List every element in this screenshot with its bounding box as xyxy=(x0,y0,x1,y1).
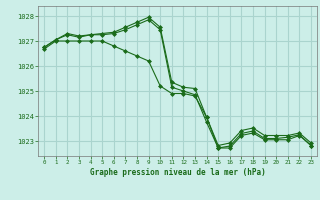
X-axis label: Graphe pression niveau de la mer (hPa): Graphe pression niveau de la mer (hPa) xyxy=(90,168,266,177)
